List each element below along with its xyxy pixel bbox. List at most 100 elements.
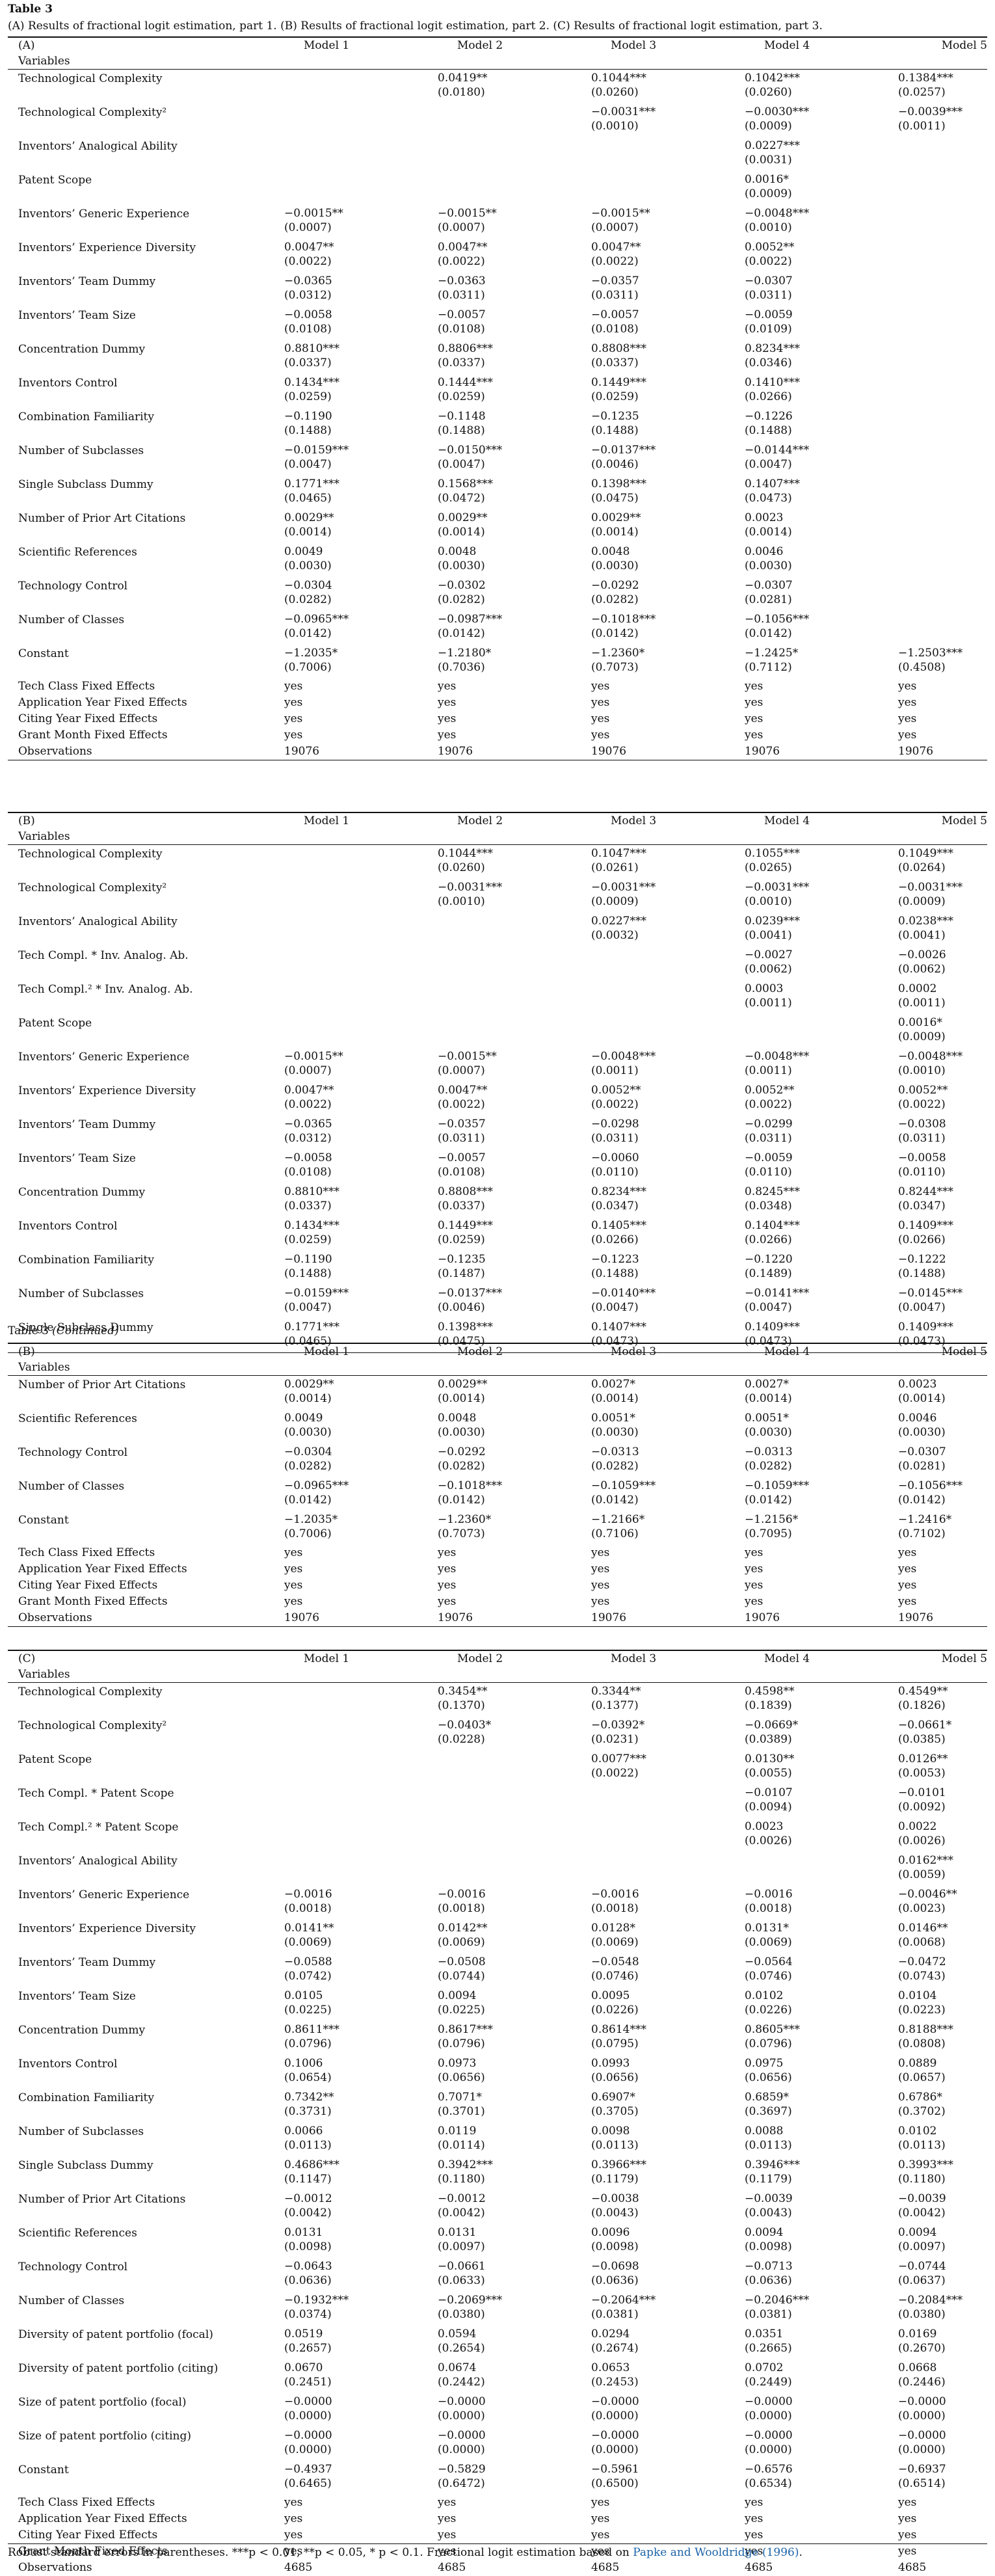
coefficient: 0.0702	[745, 2361, 784, 2374]
table-row: Inventors’ Experience Diversity 0.0141**(…	[8, 1920, 987, 1953]
coefficient: 0.1449***	[591, 376, 646, 389]
coefficient: 0.0027*	[591, 1378, 635, 1391]
coefficient: −0.5961	[591, 2463, 639, 2476]
coefficient: 0.4686***	[284, 2158, 339, 2171]
coefficient-cell: 0.0419** (0.0180)	[438, 70, 591, 104]
coefficient-cell	[898, 340, 987, 374]
coefficient: −0.0039	[745, 2192, 793, 2205]
standard-error: (0.0142)	[898, 1494, 946, 1507]
standard-error: (0.0022)	[284, 255, 332, 268]
coefficient-cell: −0.5961 (0.6500)	[591, 2461, 745, 2495]
coefficient-cell: 0.6786* (0.3702)	[898, 2089, 987, 2123]
standard-error: (0.0282)	[591, 1460, 639, 1473]
coefficient-cell: 0.8244*** (0.0347)	[898, 1183, 987, 1217]
coefficient-cell: −0.0027 (0.0062)	[745, 946, 898, 980]
coefficient: −0.1148	[438, 410, 486, 423]
coefficient-cell: 0.4598** (0.1839)	[745, 1683, 898, 1717]
header-spacer	[438, 829, 591, 845]
standard-error: (0.0260)	[745, 86, 792, 99]
standard-error: (0.0026)	[898, 1834, 946, 1847]
standard-error: (0.0014)	[284, 1392, 332, 1405]
panel-c: (C) Model 1 Model 2 Model 3 Model 4 Model 5 Va…	[8, 1650, 987, 2576]
fixed-effect-cell: yes	[284, 1579, 303, 1592]
coefficient: −0.0000	[284, 2429, 332, 2442]
fixed-effect-cell: yes	[591, 1546, 610, 1559]
row-label: Inventors Control	[18, 2058, 118, 2071]
coefficient-cell: −0.1190 (0.1488)	[284, 408, 438, 442]
coefficient: 0.0351	[745, 2328, 784, 2341]
coefficient: −0.6576	[745, 2463, 793, 2476]
fixed-effect-cell: yes	[745, 1546, 763, 1559]
header-spacer	[284, 1667, 438, 1683]
standard-error: (0.0114)	[438, 2139, 485, 2152]
fixed-effect-cell: yes	[438, 2529, 457, 2542]
standard-error: (0.0030)	[438, 1426, 485, 1439]
standard-error: (0.0389)	[745, 1733, 792, 1746]
fixed-effect-cell: yes	[745, 729, 763, 742]
standard-error: (0.0022)	[745, 1098, 792, 1111]
coefficient-cell: 0.0052** (0.0022)	[591, 1082, 745, 1116]
fixed-effect-cell: yes	[438, 2496, 457, 2509]
table-row: Size of patent portfolio (citing) −0.0000…	[8, 2427, 987, 2461]
coefficient: −0.0304	[284, 579, 332, 592]
coefficient-cell: −0.0015** (0.0007)	[284, 205, 438, 239]
coefficient: −0.1056***	[745, 613, 810, 626]
coefficient: −0.0137***	[438, 1287, 503, 1300]
fixed-effect-cell: yes	[898, 729, 917, 742]
row-label: Inventors’ Team Dummy	[18, 1956, 156, 1969]
coefficient: 0.0227***	[745, 139, 800, 152]
coefficient: −0.0713	[745, 2260, 793, 2273]
fixed-effect-cell: yes	[591, 680, 610, 693]
coefficient: −0.0057	[438, 308, 486, 321]
standard-error: (0.0337)	[284, 356, 332, 369]
fixed-effect-cell: yes	[745, 2529, 763, 2542]
coefficient-cell: 0.0993 (0.0656)	[591, 2055, 745, 2089]
coefficient: 0.0029**	[438, 511, 488, 524]
fixed-effect-row: Grant Month Fixed Effects yes yes yes yes yes	[8, 2543, 987, 2560]
coefficient-cell	[438, 171, 591, 205]
coefficient-cell: −0.0000 (0.0000)	[438, 2427, 591, 2461]
coefficient: 0.0094	[898, 2226, 937, 2239]
row-label: Number of Classes	[18, 613, 125, 626]
coefficient: −0.0299	[745, 1118, 793, 1131]
standard-error: (0.0000)	[745, 2443, 792, 2456]
standard-error: (0.0311)	[898, 1132, 946, 1145]
standard-error: (0.2654)	[438, 2342, 485, 2355]
coefficient-cell	[284, 913, 438, 946]
coefficient-cell: 0.8810*** (0.0337)	[284, 340, 438, 374]
footnote-citation-link[interactable]: Papke and Wooldridge (1996)	[633, 2546, 799, 2559]
coefficient: −1.2503***	[898, 647, 963, 660]
standard-error: (0.0180)	[438, 86, 485, 99]
standard-error: (0.0000)	[284, 2443, 332, 2456]
coefficient: 0.1404***	[745, 1219, 800, 1232]
coefficient: −0.2046***	[745, 2294, 810, 2307]
coefficient: −0.0308	[898, 1118, 946, 1131]
coefficient-cell: −0.0987*** (0.0142)	[438, 611, 591, 645]
standard-error: (0.0281)	[898, 1460, 946, 1473]
fixed-effect-cell: yes	[438, 2545, 457, 2558]
coefficient-cell: 0.1771*** (0.0465)	[284, 1319, 438, 1352]
standard-error: (0.0266)	[745, 1233, 792, 1246]
fixed-effect-cell: 19076	[438, 1611, 473, 1624]
coefficient-cell: −0.1056*** (0.0142)	[745, 611, 898, 645]
standard-error: (0.0010)	[438, 895, 485, 908]
row-label: Technological Complexity²	[18, 106, 167, 119]
fixed-effect-cell: yes	[898, 2529, 917, 2542]
standard-error: (0.4508)	[898, 661, 946, 674]
coefficient: 0.1449***	[438, 1219, 493, 1232]
row-label: Combination Familiarity	[18, 410, 154, 423]
standard-error: (0.0047)	[284, 458, 332, 471]
row-label: Combination Familiarity	[18, 2091, 154, 2104]
coefficient-cell: 0.0126** (0.0053)	[898, 1751, 987, 1784]
model-header: Model 5	[941, 1652, 987, 1665]
row-label: Single Subclass Dummy	[18, 2159, 153, 2172]
coefficient-cell: −0.0000 (0.0000)	[284, 2393, 438, 2427]
table-row: Tech Compl.² * Patent Scope 0.0023 (0.0026…	[8, 1818, 987, 1852]
coefficient-cell: 0.8605*** (0.0796)	[745, 2021, 898, 2055]
coefficient-cell: −0.0292 (0.0282)	[591, 577, 745, 611]
row-label: Scientific References	[18, 2227, 137, 2240]
standard-error: (0.0031)	[745, 154, 792, 167]
coefficient-cell: −0.0365 (0.0312)	[284, 1116, 438, 1149]
row-label: Inventors’ Analogical Ability	[18, 140, 178, 153]
coefficient: −0.0000	[284, 2395, 332, 2408]
